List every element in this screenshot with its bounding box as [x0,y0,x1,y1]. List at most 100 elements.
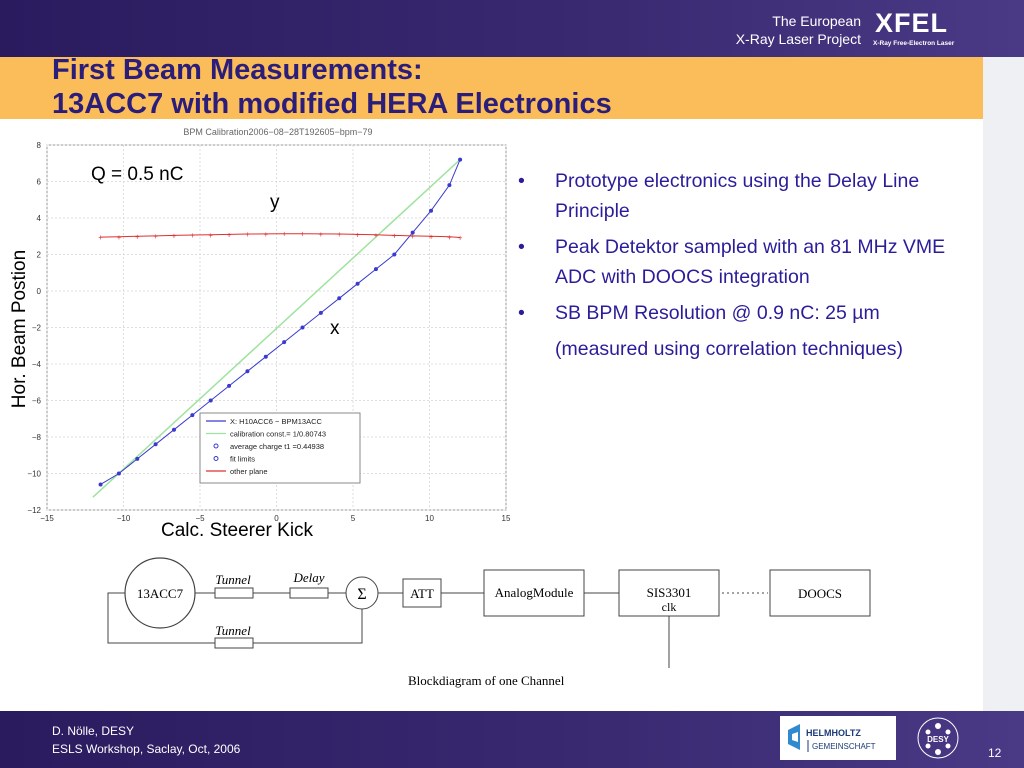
bullet-item: • Prototype electronics using the Delay L… [512,166,982,226]
data-point [208,398,213,403]
series-group: + + + + + + + + + + + + + + + + + + + + + [92,157,463,498]
header-bar [0,0,1024,57]
desy-logo: DESY [917,717,959,759]
desy-ring-icon [917,717,959,759]
axis-ticks: −15 −10 −5 0 5 10 15 −12 −10 −8 −6 −4 −2 0 2 4 6 8 [27,141,511,523]
org-name-line2: X-Ray Laser Project [735,31,861,47]
legend-entry: fit limits [230,455,255,464]
y-tick-label: 4 [37,214,42,223]
return-wire [253,609,363,644]
data-point [392,252,397,257]
data-point [300,325,305,330]
desy-dot-icon [935,723,941,729]
data-point [337,296,342,301]
data-point: + [300,230,305,239]
data-point: + [447,233,452,242]
tunnel-label-2: Tunnel [215,623,251,638]
doocs-label: DOOCS [798,586,842,601]
bullet-list: • Prototype electronics using the Delay L… [512,166,982,364]
tunnel-cable-1 [214,587,254,599]
data-point: + [374,231,379,240]
data-point: + [117,233,122,242]
sis3301-box [618,569,720,617]
desy-dot-icon [925,729,931,735]
y-tick-label: −10 [27,470,41,479]
y-tick-label: −6 [32,397,42,406]
data-point: + [319,230,324,239]
y-tick-label: −2 [32,324,42,333]
y-tick-label: 8 [37,141,42,150]
x-tick-label: 10 [425,514,434,523]
x-tick-label: 0 [274,514,279,523]
x-curve-label: x [330,318,340,339]
legend-entry: calibration const.= 1/0.80743 [230,430,326,439]
data-point: + [245,230,250,239]
legend-entry: X: H10ACC6 − BPM13ACC [230,417,322,426]
delay-cable [289,587,329,599]
analog-module-box [483,569,585,617]
helmholtz-text-2: GEMEINSCHAFT [812,742,876,751]
bullet-text: (measured using correlation techniques) [555,338,903,360]
att-box [402,578,442,608]
legend-entry: average charge t1 =0.44938 [230,442,324,451]
bullet-marker: • [518,302,525,324]
desy-label: DESY [927,735,949,744]
x-tick-label: −5 [195,514,205,523]
data-point: + [190,231,195,240]
delay-label: Delay [292,570,324,585]
data-point: + [227,230,232,239]
bullet-text: Peak Detektor sampled with an 81 MHz VME… [555,236,946,288]
block-diagram: 13ACC7 Tunnel Delay Σ ATT AnalogModule S… [107,557,871,688]
data-point: + [153,232,158,241]
data-point [373,267,378,272]
desy-dot-icon [935,749,941,755]
xfel-logo-subtitle: X-Ray Free-Electron Laser [873,40,955,47]
data-point: + [135,232,140,241]
y-axis-label: Hor. Beam Postion [9,249,30,409]
data-point: + [410,232,415,241]
sis3301-label: SIS3301 [647,585,692,600]
clk-label: clk [662,600,677,614]
data-point [245,369,250,374]
data-point [318,310,323,315]
bullet-item: • SB BPM Resolution @ 0.9 nC: 25 µm [512,298,982,328]
data-point: + [355,230,360,239]
data-point [98,482,103,487]
charge-annotation: Q = 0.5 nC [91,164,184,185]
footer-author: D. Nölle, DESY [52,724,135,738]
x-tick-label: −10 [117,514,131,523]
series-line-1 [100,233,461,239]
org-name-line1: The European [772,13,861,29]
y-tick-label: −4 [32,360,42,369]
bullet-item: • Peak Detektor sampled with an 81 MHz VM… [512,232,982,292]
footer-event: ESLS Workshop, Saclay, Oct, 2006 [52,742,241,756]
data-point: + [337,230,342,239]
data-point: + [98,233,103,242]
doocs-box [769,569,871,617]
data-point [116,471,121,476]
slide-title-line1: First Beam Measurements: [52,54,423,86]
page-number: 12 [988,746,1002,760]
data-point: + [458,234,463,243]
bullet-text: SB BPM Resolution @ 0.9 nC: 25 µm [555,302,880,324]
right-margin-strip [983,57,1024,711]
diagram-caption: Blockdiagram of one Channel [408,673,565,688]
y-curve-label: y [270,192,280,213]
data-point [458,157,463,162]
data-point [263,354,268,359]
data-point [447,183,452,188]
data-point [282,340,287,345]
desy-dot-icon [925,743,931,749]
data-point: + [282,230,287,239]
return-wire [107,592,215,644]
y-tick-label: −12 [27,506,41,515]
analog-module-label: AnalogModule [495,585,574,600]
title-band [0,57,983,119]
helmholtz-text-1: HELMHOLTZ [806,728,861,738]
legend-box [199,412,361,484]
tunnel-label-1: Tunnel [215,572,251,587]
desy-dot-icon [945,729,951,735]
chart-title: BPM Calibration2006−08−28T192605−bpm−79 [183,127,372,137]
data-point [355,281,360,286]
helmholtz-logo: HELMHOLTZ GEMEINSCHAFT [780,716,896,760]
